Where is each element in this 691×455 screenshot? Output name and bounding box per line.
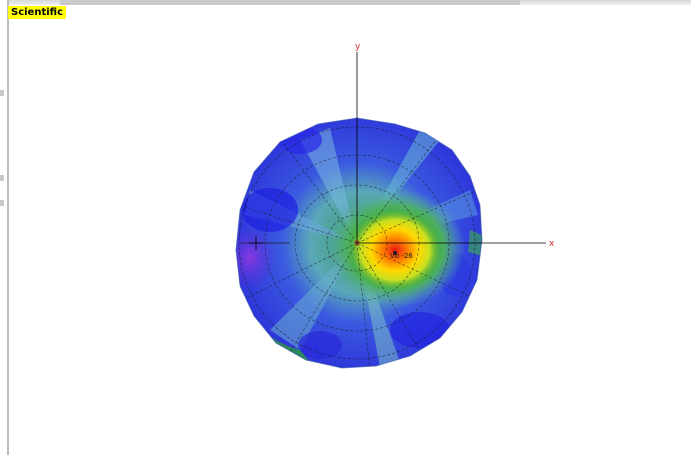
scientific-plot-viewport[interactable]: y x Vb -26: [11, 6, 691, 455]
border-tick: [0, 90, 4, 96]
axes: [240, 52, 546, 244]
border-tick: [0, 200, 4, 206]
surface-hot-region: [347, 208, 443, 292]
left-window-border: [0, 0, 9, 455]
x-axis-label: x: [549, 239, 555, 249]
y-axis-label: y: [355, 42, 361, 52]
border-tick: [0, 175, 4, 181]
surface-outline: [235, 117, 483, 369]
toolbar-edge-segment: [60, 0, 520, 5]
scientific-view-tab[interactable]: Scientific: [8, 6, 67, 19]
peak-value-label: Vb -26: [390, 252, 413, 260]
crosshair-icon: [249, 236, 263, 250]
peak-marker: [393, 251, 397, 255]
polar-surface-plot[interactable]: y x Vb -26: [11, 6, 691, 455]
surface-purple-region: [236, 226, 276, 290]
origin-marker: [354, 240, 360, 246]
top-toolbar-edge: [0, 0, 691, 5]
surface-edge-green: [262, 330, 310, 362]
